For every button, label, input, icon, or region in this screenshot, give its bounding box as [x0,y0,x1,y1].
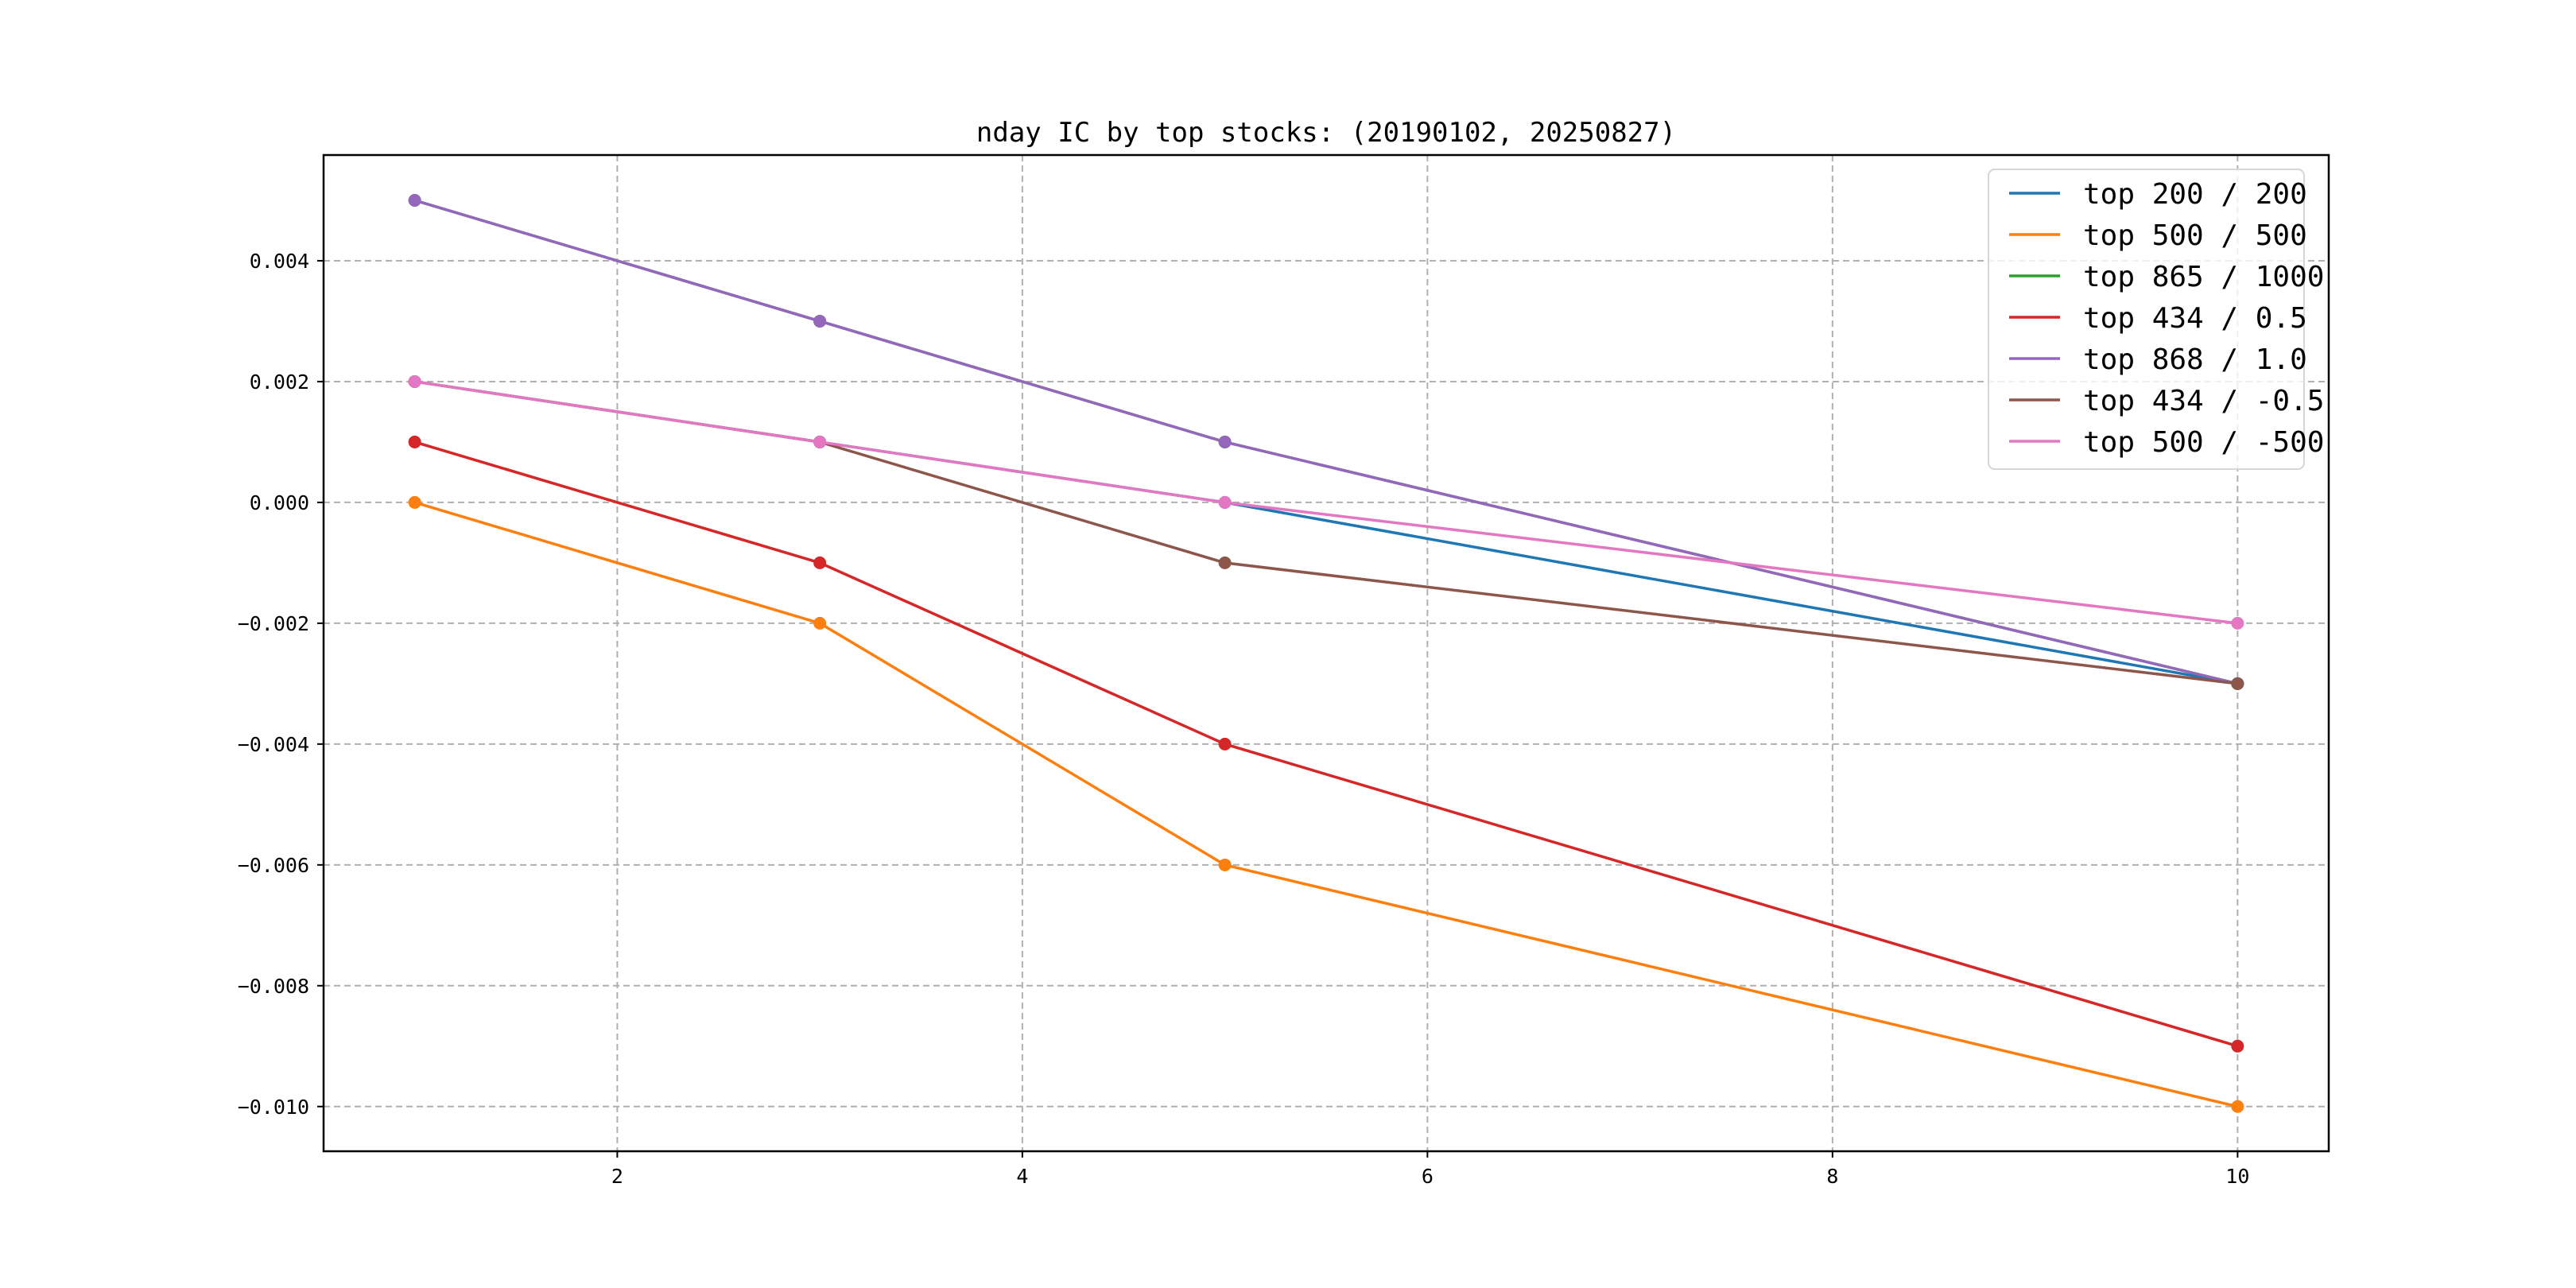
y-tick-label: 0.004 [250,250,309,273]
series-line [414,440,2238,1048]
legend-label: top 500 / 500 [2083,219,2307,252]
legend-label: top 865 / 1000 [2083,261,2324,293]
series-line [414,380,2238,625]
legend-label: top 434 / -0.5 [2083,385,2324,417]
plot-frame [322,153,2330,1153]
series-top-434-0-5 [408,435,2244,1053]
y-tick-label: 0.000 [250,491,309,514]
axis-ticks: 2 4 6 8 10 0.004 0.002 0.000 −0.002 −0.004 −0.006 −… [238,250,2250,1188]
data-point [813,314,827,328]
data-point [1218,858,1232,871]
legend-label: top 500 / -500 [2083,426,2324,459]
data-point [813,435,827,448]
series-top-500-500 [408,374,2244,630]
data-point [1218,435,1232,448]
data-point [2231,677,2244,690]
data-point [1218,556,1232,569]
legend-item: top 500 / 500 [2009,219,2307,252]
data-point [408,435,421,448]
legend-box [1988,169,2305,470]
data-point [408,374,421,388]
chart-title: nday IC by top stocks: (20190102, 202508… [976,117,1676,149]
data-point [2231,1100,2244,1113]
data-point [2231,1039,2244,1053]
legend-item: top 434 / 0.5 [2009,302,2307,335]
data-point [408,495,421,509]
y-tick-label: −0.002 [238,612,309,635]
data-point [2231,616,2244,630]
legend-item: top 500 / -500 [2009,426,2324,459]
y-tick-label: −0.004 [238,733,309,756]
legend-label: top 434 / 0.5 [2083,302,2307,335]
series-group [408,193,2244,1113]
data-point [1218,737,1232,751]
x-tick-label: 6 [1422,1165,1433,1188]
x-tick-label: 2 [611,1165,623,1188]
legend-item: top 865 / 1000 [2009,261,2324,293]
x-tick-label: 4 [1016,1165,1028,1188]
data-point [408,193,421,207]
y-tick-label: −0.008 [238,975,309,998]
legend-label: top 868 / 1.0 [2083,343,2307,376]
series-top-500-500 [408,495,2244,1113]
series-line [414,501,2238,1108]
legend-label: top 200 / 200 [2083,178,2307,211]
legend-item: top 868 / 1.0 [2009,343,2307,376]
legend-item: top 434 / -0.5 [2009,385,2324,417]
data-point [813,616,827,630]
legend-item: top 200 / 200 [2009,178,2307,211]
y-tick-label: −0.010 [238,1096,309,1119]
legend: top 200 / 200 top 500 / 500 top 865 / 1000… [1988,169,2324,470]
data-point [1218,495,1232,509]
y-tick-label: 0.002 [250,370,309,394]
grid [324,155,2329,1151]
x-tick-label: 10 [2225,1165,2249,1188]
y-tick-label: −0.006 [238,854,309,877]
x-tick-label: 8 [1826,1165,1838,1188]
data-point [813,556,827,569]
